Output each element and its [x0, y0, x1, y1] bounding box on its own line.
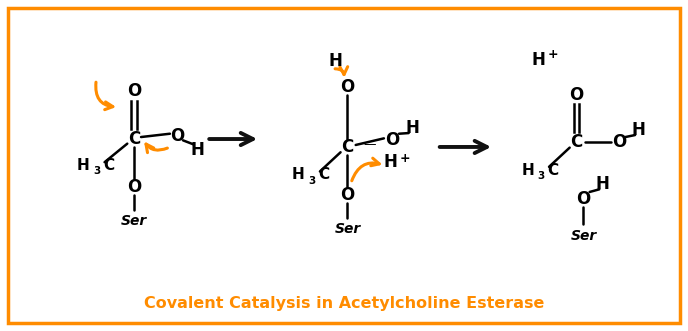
Text: H: H [632, 121, 645, 139]
Text: H: H [521, 163, 534, 178]
Text: +: + [399, 152, 410, 166]
Text: O: O [127, 178, 141, 196]
Text: C: C [319, 167, 330, 182]
Text: 3: 3 [93, 166, 100, 176]
Text: —: — [592, 136, 604, 149]
Text: O: O [341, 78, 354, 96]
Text: C: C [570, 133, 583, 151]
Text: C: C [341, 138, 354, 156]
Text: C: C [548, 163, 559, 178]
Text: Covalent Catalysis in Acetylcholine Esterase: Covalent Catalysis in Acetylcholine Este… [144, 296, 544, 311]
Text: H: H [383, 153, 397, 170]
Text: 3: 3 [537, 171, 545, 181]
Text: H: H [191, 141, 204, 159]
Text: O: O [570, 86, 583, 104]
Text: H: H [292, 167, 305, 182]
Text: C: C [128, 130, 140, 148]
Text: O: O [127, 82, 141, 100]
Text: +: + [547, 48, 558, 62]
Text: O: O [341, 186, 354, 204]
Text: C: C [103, 158, 114, 173]
Text: H: H [532, 51, 546, 69]
Text: H: H [328, 52, 342, 70]
Text: Ser: Ser [570, 229, 596, 243]
Text: O: O [577, 190, 590, 208]
Text: —: — [363, 138, 376, 152]
Text: O: O [385, 131, 399, 149]
Text: H: H [596, 175, 610, 193]
Text: H: H [76, 158, 89, 173]
Text: Ser: Ser [121, 214, 147, 228]
Text: H: H [406, 119, 420, 137]
Text: O: O [612, 133, 626, 151]
Text: Ser: Ser [334, 222, 361, 236]
Text: 3: 3 [308, 176, 316, 186]
Text: O: O [170, 127, 184, 145]
